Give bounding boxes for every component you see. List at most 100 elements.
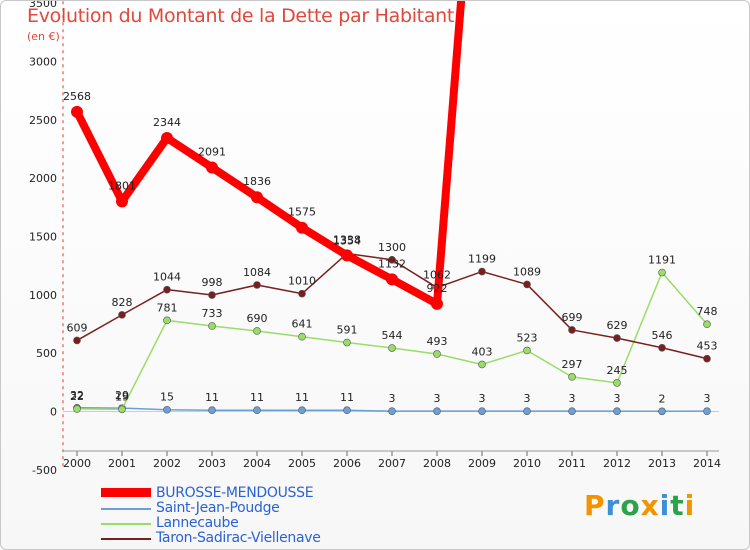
data-point-1 (568, 407, 576, 415)
data-point-3 (118, 311, 126, 319)
data-point-2 (433, 350, 441, 358)
legend-item-taron-sadirac-viellenave: Taron-Sadirac-Viellenave (101, 531, 361, 546)
legend-label: Taron-Sadirac-Viellenave (156, 530, 321, 546)
logo-letter: r (605, 489, 621, 522)
data-point-0 (251, 191, 263, 204)
data-label-2: 523 (517, 331, 538, 344)
data-label-2: 591 (337, 324, 358, 337)
x-tick-label: 2001 (108, 457, 136, 470)
data-label-2: 19 (115, 390, 129, 403)
y-tick-label: 1000 (29, 289, 57, 302)
data-point-1 (343, 406, 351, 415)
y-tick-label: 2500 (29, 114, 57, 127)
data-point-0 (296, 221, 308, 234)
data-label-0: 1575 (288, 206, 316, 219)
data-label-0: 1836 (243, 175, 271, 188)
data-label-0: 2568 (63, 90, 91, 103)
data-point-2 (343, 338, 351, 347)
data-point-0 (206, 161, 218, 174)
data-point-3 (73, 336, 81, 345)
data-label-2: 245 (607, 364, 628, 377)
data-label-3: 1199 (468, 253, 496, 266)
y-tick-label: 3000 (29, 55, 57, 68)
legend: BUROSSE-MENDOUSSE Saint-Jean-Poudge Lann… (101, 486, 361, 546)
data-point-0 (116, 195, 128, 208)
data-point-3 (478, 267, 486, 276)
data-point-2 (478, 360, 486, 369)
data-point-3 (658, 343, 666, 352)
x-tick-label: 2003 (198, 457, 226, 470)
x-tick-label: 2002 (153, 457, 181, 470)
data-label-3: 1062 (423, 269, 451, 282)
logo-letter: i (659, 489, 671, 522)
data-label-3: 609 (67, 321, 88, 334)
data-point-3 (568, 326, 576, 334)
data-label-3: 453 (697, 340, 718, 353)
data-point-3 (163, 285, 171, 294)
data-point-1 (658, 407, 666, 416)
data-point-3 (253, 281, 261, 289)
y-tick-label: 3500 (29, 1, 57, 10)
data-label-2: 544 (382, 329, 403, 342)
legend-swatch (101, 538, 151, 540)
data-point-3 (523, 280, 531, 289)
data-label-3: 546 (652, 329, 673, 342)
data-point-1 (703, 407, 711, 415)
data-label-1: 15 (160, 391, 174, 404)
data-point-3 (208, 291, 216, 299)
data-label-1: 11 (340, 391, 354, 404)
legend-label: Lannecaube (156, 515, 239, 531)
data-label-1: 3 (524, 392, 531, 405)
x-tick-label: 2006 (333, 457, 361, 470)
logo-letter: P (584, 489, 606, 522)
data-point-1 (613, 407, 621, 415)
data-label-2: 733 (202, 307, 223, 320)
data-point-3 (298, 289, 306, 298)
data-label-3: 998 (202, 276, 223, 289)
data-point-0 (341, 249, 353, 262)
chart-subtitle: (en €) (27, 30, 60, 43)
data-label-1: 3 (704, 392, 711, 405)
x-tick-label: 2008 (423, 457, 451, 470)
data-label-1: 32 (70, 389, 84, 402)
data-point-2 (613, 379, 621, 387)
data-point-2 (523, 346, 531, 355)
y-tick-label: 500 (36, 347, 57, 360)
data-label-3: 1010 (288, 275, 316, 288)
x-tick-label: 2004 (243, 457, 271, 470)
data-label-0: 2091 (198, 145, 226, 158)
data-point-2 (658, 268, 666, 277)
data-label-2: 403 (472, 345, 493, 358)
legend-swatch (101, 523, 151, 525)
data-label-3: 828 (112, 296, 133, 309)
data-label-1: 3 (479, 392, 486, 405)
y-tick-label: 2000 (29, 172, 57, 185)
x-tick-label: 2014 (693, 457, 721, 470)
data-point-1 (163, 405, 171, 414)
data-label-2: 781 (157, 301, 178, 314)
y-tick-label: -500 (32, 464, 57, 477)
data-label-3: 1354 (333, 234, 361, 247)
data-label-0: 1132 (378, 257, 406, 270)
x-tick-label: 2012 (603, 457, 631, 470)
data-point-2 (388, 344, 396, 352)
data-point-2 (163, 316, 171, 325)
data-point-3 (703, 354, 711, 363)
x-tick-label: 2013 (648, 457, 676, 470)
data-label-0: 1801 (108, 179, 136, 192)
data-point-1 (298, 406, 306, 415)
data-point-3 (613, 334, 621, 342)
data-point-1 (478, 407, 486, 415)
data-point-1 (523, 407, 531, 415)
x-tick-label: 2005 (288, 457, 316, 470)
data-label-3: 1044 (153, 271, 181, 284)
data-point-1 (433, 407, 441, 415)
data-label-1: 11 (295, 391, 309, 404)
data-label-1: 3 (434, 392, 441, 405)
data-label-2: 1191 (648, 254, 676, 267)
data-point-1 (388, 407, 396, 415)
y-tick-label: 0 (50, 406, 57, 419)
data-point-2 (73, 405, 81, 413)
legend-item-lannecaube: Lannecaube (101, 516, 361, 531)
